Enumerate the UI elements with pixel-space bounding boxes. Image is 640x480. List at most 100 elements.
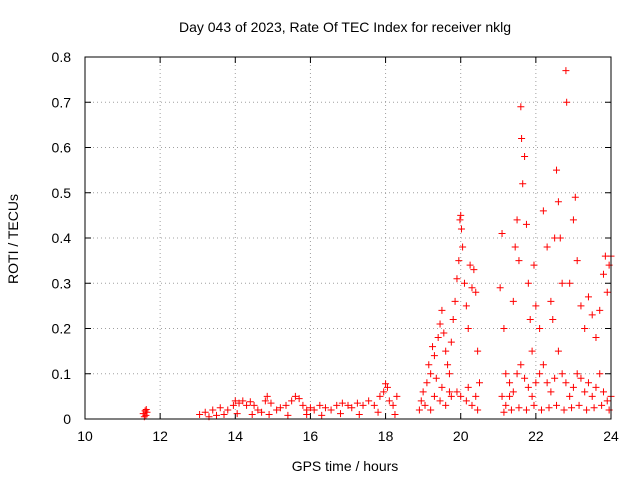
data-point [444,361,452,369]
data-point [445,388,453,396]
data-point [457,392,465,400]
data-point [539,361,547,369]
y-tick-label: 0.4 [52,230,72,246]
x-tick-label: 18 [378,428,394,444]
y-tick-label: 0.2 [52,321,72,337]
data-point [590,404,598,412]
data-point [603,288,611,296]
data-point [563,98,571,106]
data-point [553,166,561,174]
data-point [588,392,596,400]
data-point [515,404,523,412]
data-point [376,392,384,400]
data-point [528,392,536,400]
data-point [442,401,450,409]
data-point [365,397,373,405]
y-tick-label: 0.7 [52,94,72,110]
axis-ticks: 10 12 14 16 18 20 22 24 0 0.1 0.2 0.3 0.4 0.5 0.6 0.7 0.… [52,49,619,444]
data-point [558,370,566,378]
data-point [316,401,324,409]
data-point [142,405,150,413]
data-point [547,297,555,305]
data-point [502,401,510,409]
data-point [438,306,446,314]
data-point [532,379,540,387]
data-point [592,383,600,391]
data-point [562,67,570,75]
data-point [517,103,525,111]
x-axis-label: GPS time / hours [292,458,399,474]
data-point [509,297,517,305]
data-point [419,388,427,396]
data-point [303,410,311,418]
data-point [573,257,581,265]
data-point [427,406,435,414]
data-point [295,395,303,403]
data-point [462,302,470,310]
data-point [566,392,574,400]
data-point [575,401,583,409]
data-point [336,410,344,418]
data-point [291,392,299,400]
y-tick-label: 0 [63,411,71,427]
data-point [474,406,482,414]
data-point [201,408,209,416]
data-point [246,398,254,406]
data-point [502,370,510,378]
data-point [436,320,444,328]
x-tick-label: 10 [77,428,93,444]
data-point [522,220,530,228]
data-point [496,284,504,292]
data-point [370,401,378,409]
data-point [457,225,465,233]
data-point [355,410,363,418]
data-points [139,67,615,421]
data-point [436,397,444,405]
data-point [440,329,448,337]
data-point [243,401,251,409]
data-point [581,388,589,396]
data-point [599,388,607,396]
data-point [284,411,292,419]
x-tick-label: 20 [453,428,469,444]
data-point [382,380,390,388]
data-point [513,370,521,378]
data-point [229,401,237,409]
data-point [547,388,555,396]
data-point [511,243,519,251]
y-tick-label: 0.3 [52,275,72,291]
chart-title: Day 043 of 2023, Rate Of TEC Index for r… [179,19,511,35]
data-point [338,399,346,407]
data-point [310,406,318,414]
data-point [265,410,273,418]
data-point [427,370,435,378]
data-point [216,404,224,412]
data-point [425,361,433,369]
data-point [299,401,307,409]
data-point [233,410,241,418]
data-point [453,388,461,396]
data-point [530,261,538,269]
data-point [142,411,150,419]
data-point [333,401,341,409]
data-point [596,306,604,314]
data-point [455,257,463,265]
data-point [276,404,284,412]
data-point [598,401,606,409]
data-point [558,279,566,287]
data-point [344,401,352,409]
data-point [470,266,478,274]
data-point [393,392,401,400]
data-point [391,410,399,418]
data-point [524,383,532,391]
data-point [451,297,459,305]
data-point [453,275,461,283]
data-point [524,279,532,287]
data-point [515,257,523,265]
data-point [472,392,480,400]
data-point [554,347,562,355]
data-point [258,408,266,416]
data-point [573,370,581,378]
data-point [430,392,438,400]
